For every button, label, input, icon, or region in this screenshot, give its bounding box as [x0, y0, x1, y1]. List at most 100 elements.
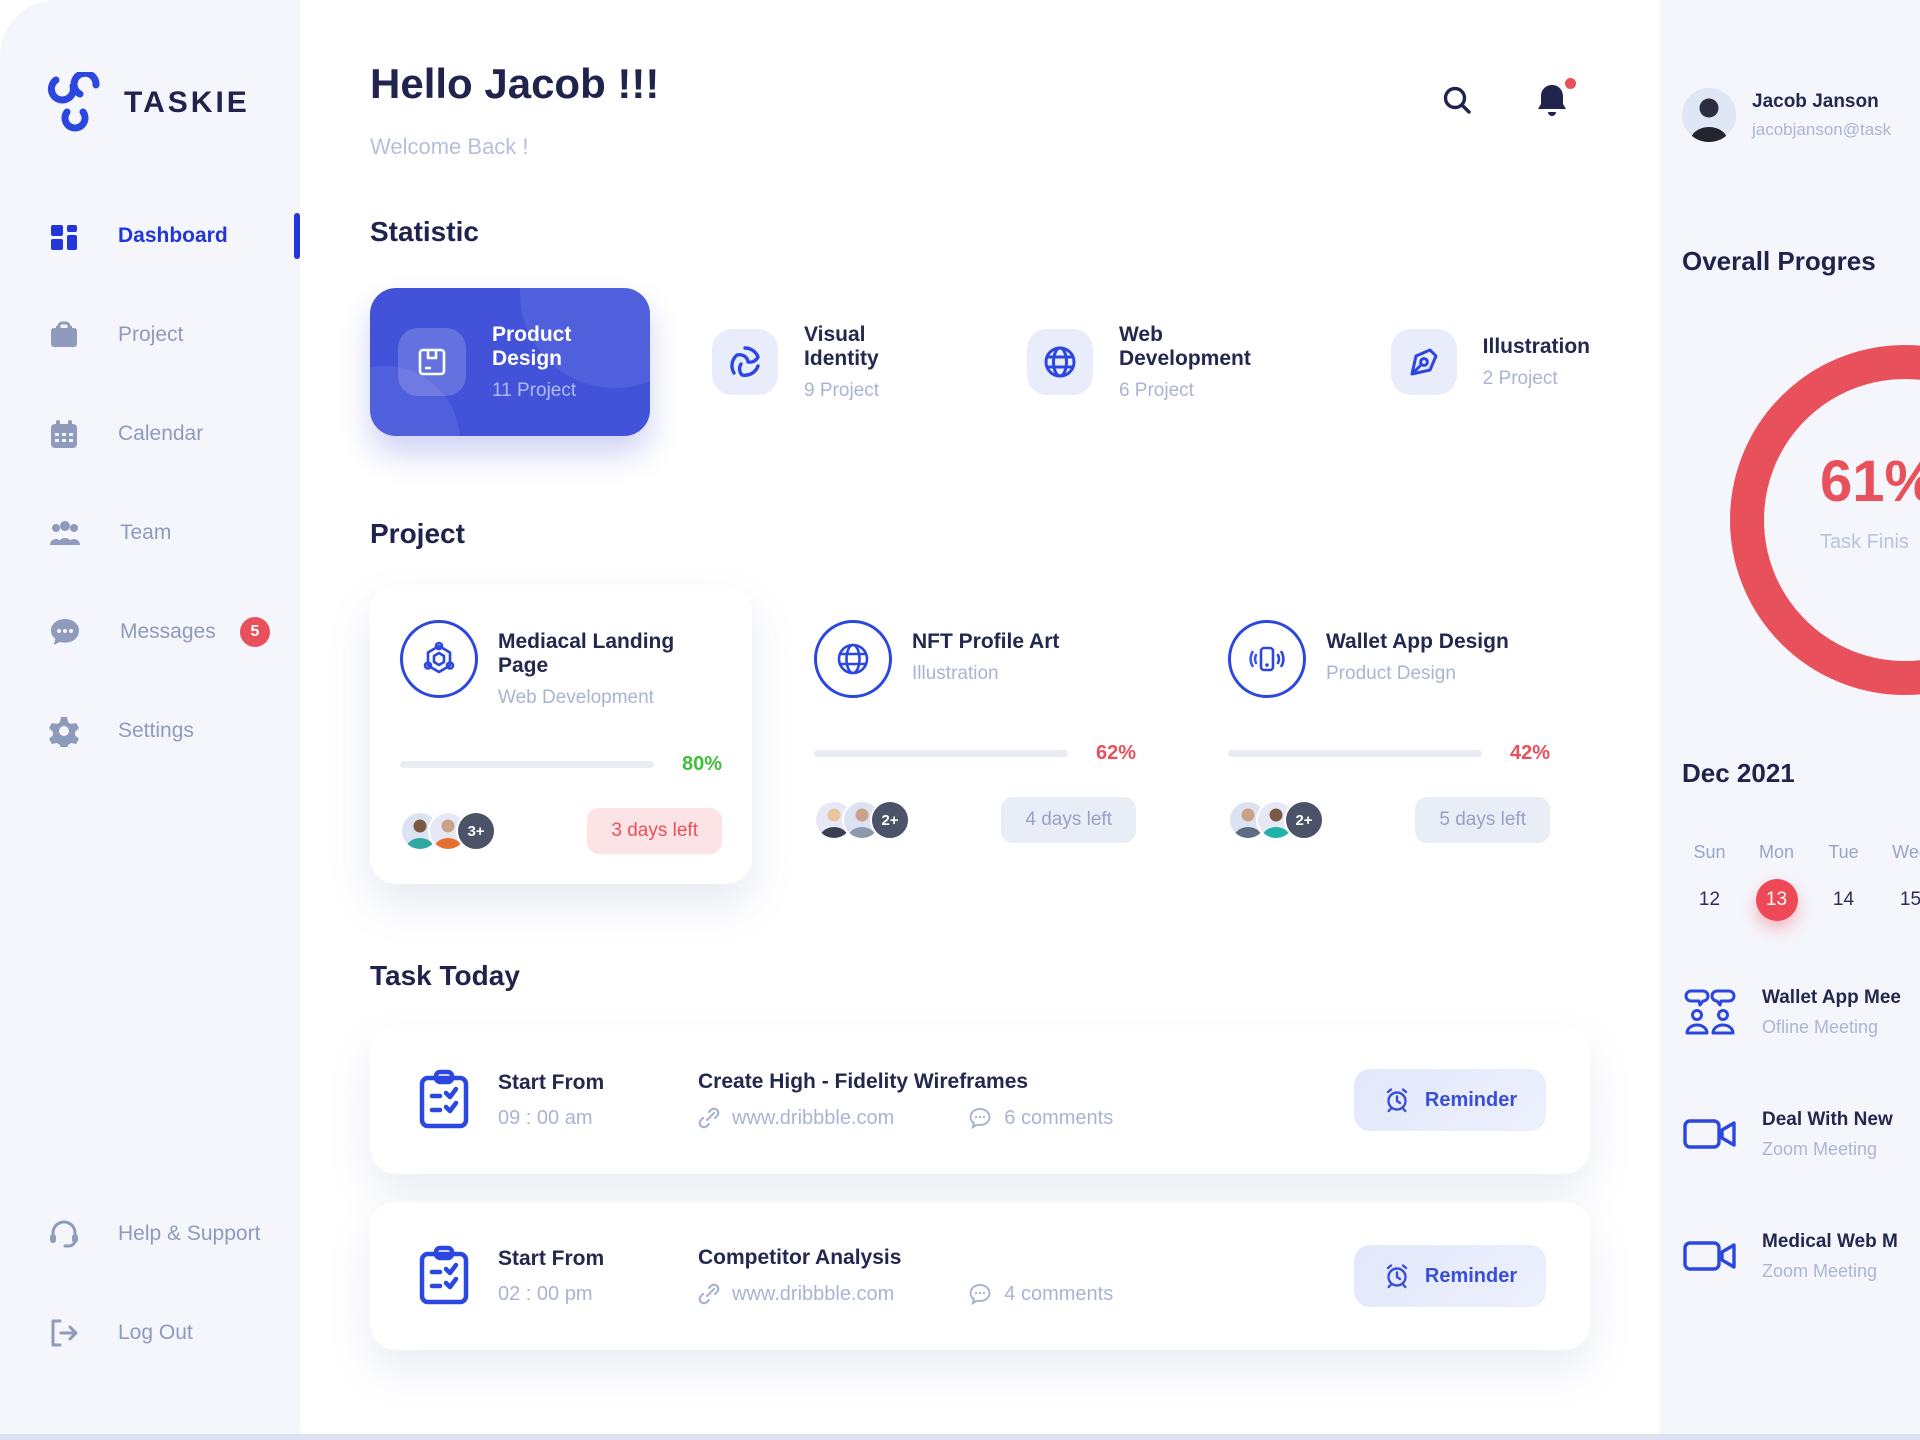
extra-members-badge: 2+ [870, 800, 910, 840]
search-icon[interactable] [1440, 83, 1476, 124]
product-box-icon [398, 328, 466, 396]
task-time: 02 : 00 pm [498, 1282, 593, 1305]
meeting-item[interactable]: Deal With New Zoom Meeting [1682, 1106, 1901, 1162]
sidebar-item-calendar[interactable]: Calendar [0, 384, 300, 483]
video-camera-icon [1682, 1228, 1738, 1284]
clipboard-icon [419, 1245, 469, 1305]
reminder-button[interactable]: Reminder [1354, 1069, 1546, 1131]
sidebar-footer: Help & Support Log Out [0, 1184, 300, 1382]
project-card-category: Product Design [1326, 663, 1456, 684]
sidebar-item-help-support[interactable]: Help & Support [0, 1184, 300, 1283]
progress-label: 42% [1509, 742, 1550, 764]
sidebar-item-team[interactable]: Team [0, 483, 300, 582]
project-cards: Mediacal Landing Page Web Development 80… [370, 586, 1590, 884]
project-card-medical-landing[interactable]: Mediacal Landing Page Web Development 80… [370, 586, 752, 884]
stat-card-count: 11 Project [492, 379, 577, 401]
link-icon [698, 1283, 720, 1305]
user-profile[interactable]: Jacob Janson jacobjanson@task [1682, 88, 1891, 142]
meeting-title: Medical Web M [1762, 1230, 1898, 1252]
gear-icon [49, 716, 79, 747]
calendar-day[interactable]: 12 [1698, 889, 1721, 910]
page-subtitle: Welcome Back ! [370, 134, 529, 159]
statistic-title: Statistic [370, 216, 479, 247]
reminder-label: Reminder [1424, 1264, 1518, 1287]
member-avatars: 2+ [814, 800, 910, 840]
sidebar-item-project[interactable]: Project [0, 285, 300, 384]
people-chat-icon [1682, 984, 1738, 1040]
sidebar-item-logout[interactable]: Log Out [0, 1283, 300, 1382]
task-time: 09 : 00 am [498, 1106, 593, 1129]
project-card-title: Wallet App Design [1326, 630, 1509, 653]
stat-card-count: 6 Project [1118, 379, 1194, 401]
calendar-dayname: Sun [1693, 842, 1726, 862]
task-row[interactable]: Start From 09 : 00 am Create High - Fide… [370, 1026, 1590, 1174]
reminder-button[interactable]: Reminder [1354, 1245, 1546, 1307]
member-avatars: 3+ [400, 811, 496, 851]
sidebar-item-label: Help & Support [118, 1221, 261, 1245]
stat-card-title: Visual Identity [804, 322, 879, 370]
task-title: Create High - Fidelity Wireframes [698, 1070, 1029, 1093]
stat-card-title: Illustration [1482, 334, 1591, 358]
project-card-title: Mediacal Landing Page [498, 630, 675, 677]
alarm-clock-icon [1386, 1264, 1408, 1289]
meetings-list: Wallet App Mee Ofline Meeting Deal With … [1682, 984, 1901, 1350]
meeting-type: Zoom Meeting [1762, 1138, 1878, 1159]
stat-card-product-design[interactable]: Product Design 11 Project [370, 288, 651, 436]
page-header: Hello Jacob !!! Welcome Back ! [370, 60, 1590, 160]
project-card-category: Illustration [912, 663, 999, 684]
member-avatars: 2+ [1228, 800, 1324, 840]
molecule-icon [400, 620, 478, 698]
progress-label: 62% [1095, 742, 1136, 764]
video-camera-icon [1682, 1106, 1738, 1162]
stat-card-title: Product Design [492, 322, 572, 370]
progress-bar [1228, 750, 1482, 757]
project-card-nft-profile[interactable]: NFT Profile Art Illustration 62% 2+ 4 da… [784, 586, 1166, 884]
calendar-day[interactable]: 15 [1899, 889, 1920, 910]
comment-icon [969, 1283, 991, 1305]
headset-icon [50, 1220, 78, 1247]
overall-progress-value-block: 61% Task Finis [1820, 448, 1920, 554]
bottom-divider [0, 1434, 1920, 1440]
extra-members-badge: 3+ [456, 811, 496, 851]
task-row[interactable]: Start From 02 : 00 pm Competitor Analysi… [370, 1202, 1590, 1350]
days-left-badge: 4 days left [1001, 797, 1136, 843]
sidebar-item-label: Settings [118, 718, 194, 742]
comment-icon [969, 1107, 991, 1129]
meeting-type: Zoom Meeting [1762, 1260, 1878, 1281]
user-email: jacobjanson@task [1752, 119, 1892, 139]
team-icon [50, 520, 80, 545]
active-indicator [294, 212, 300, 259]
briefcase-icon [51, 321, 77, 347]
sidebar-item-label: Team [120, 520, 172, 544]
meeting-item[interactable]: Medical Web M Zoom Meeting [1682, 1228, 1901, 1284]
chat-bubble-icon [51, 618, 79, 645]
days-left-badge: 5 days left [1415, 797, 1550, 843]
calendar-day-selected[interactable]: 13 [1743, 879, 1810, 921]
statistic-row: Product Design 11 Project Visual Identit… [370, 288, 1590, 436]
task-start-label: Start From [498, 1246, 605, 1270]
task-title: Competitor Analysis [698, 1246, 902, 1269]
task-url[interactable]: www.dribbble.com [732, 1282, 895, 1305]
notification-bell-icon[interactable] [1534, 78, 1576, 125]
stat-card-visual-identity[interactable]: Visual Identity 9 Project [712, 323, 941, 402]
logout-icon [51, 1319, 78, 1346]
sidebar-item-dashboard[interactable]: Dashboard [0, 186, 300, 285]
sidebar-nav: Dashboard Project Calendar [0, 186, 300, 780]
calendar-dayname: Wed [1892, 842, 1920, 862]
meeting-item[interactable]: Wallet App Mee Ofline Meeting [1682, 984, 1901, 1040]
main-content: Hello Jacob !!! Welcome Back ! Statistic [300, 0, 1660, 1434]
right-panel: Jacob Janson jacobjanson@task Overall Pr… [1660, 0, 1920, 1434]
task-url[interactable]: www.dribbble.com [732, 1106, 895, 1129]
sidebar-item-settings[interactable]: Settings [0, 681, 300, 780]
globe-icon [1026, 329, 1093, 395]
sidebar-item-messages[interactable]: Messages 5 [0, 582, 300, 681]
stat-card-web-development[interactable]: Web Development 6 Project [1026, 323, 1295, 402]
calendar-day[interactable]: 14 [1832, 889, 1855, 910]
progress-bar [814, 750, 1068, 757]
stat-card-illustration[interactable]: Illustration 2 Project [1390, 329, 1591, 395]
meeting-title: Wallet App Mee [1762, 986, 1901, 1008]
project-card-wallet-app[interactable]: Wallet App Design Product Design 42% 2+ … [1198, 586, 1580, 884]
alarm-clock-icon [1386, 1088, 1408, 1113]
sidebar-item-label: Messages [120, 619, 216, 643]
